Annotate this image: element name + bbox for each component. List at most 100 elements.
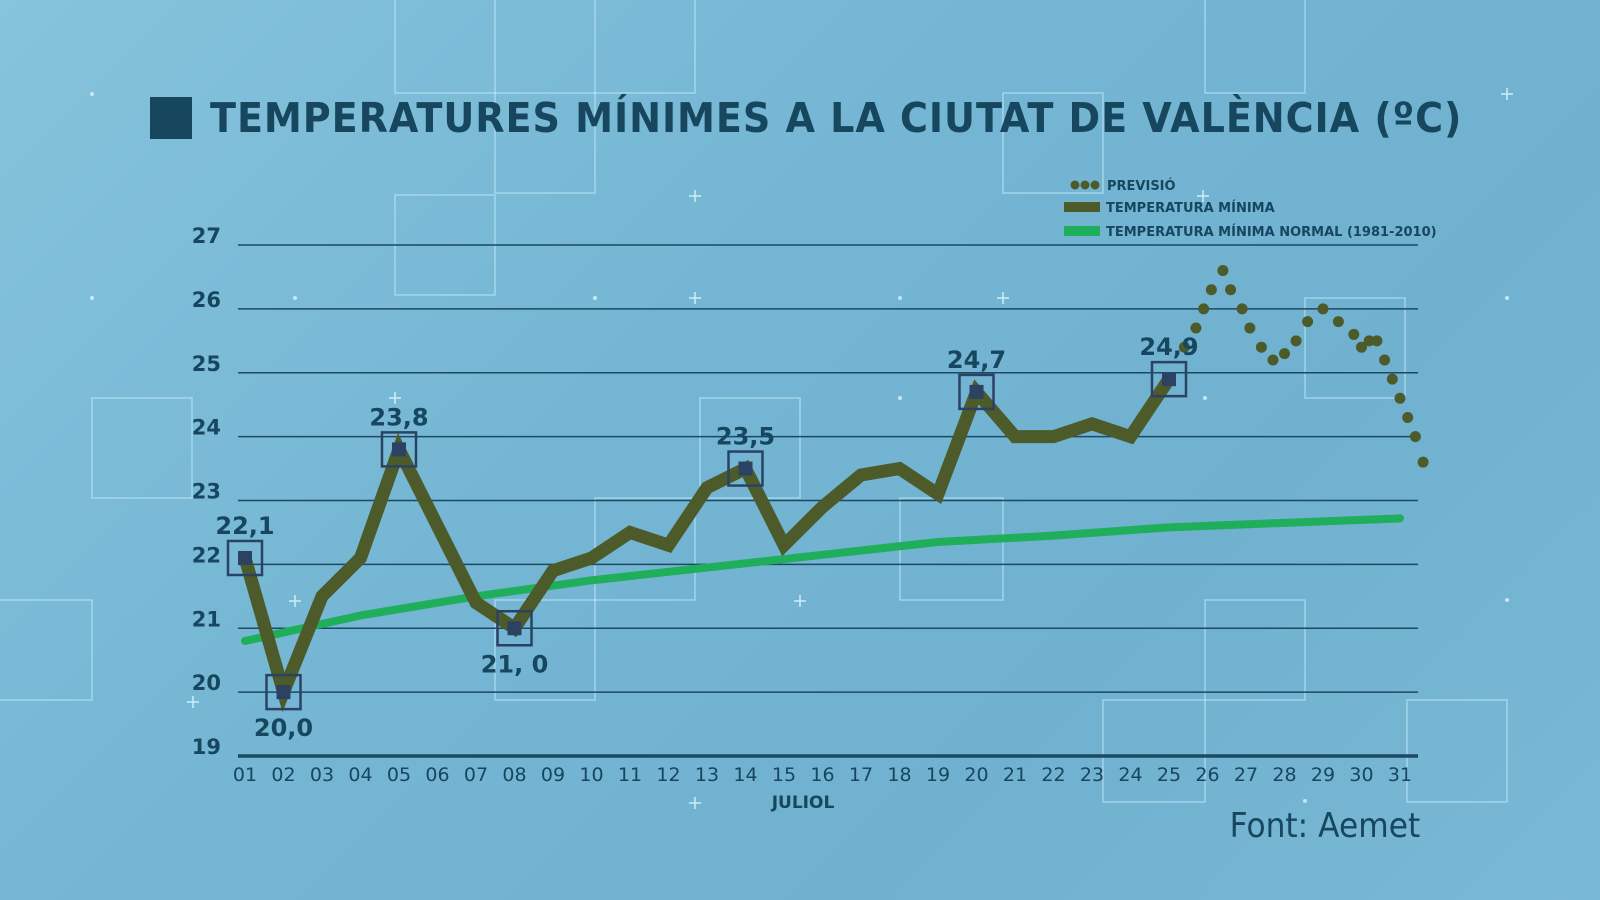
x-tick-label: 18 [887,764,911,786]
x-tick-label: 28 [1272,764,1296,786]
legend-label-min-temp: TEMPERATURA MÍNIMA [1106,200,1275,216]
x-axis: 01 02 03 04 05 06 07 08 09 10 11 12 13 14 15 16 17 18 19 20… [233,764,1412,786]
highlight-box [1150,360,1188,398]
series-normal-temp [241,514,1404,646]
x-tick-label: 11 [618,764,642,786]
x-tick-label: 13 [695,764,719,786]
x-tick-label: 20 [964,764,988,786]
legend-item-min-temp: TEMPERATURA MÍNIMA [1064,200,1275,216]
forecast-dot [1302,316,1314,328]
x-tick-label: 05 [387,764,411,786]
x-tick-label: 16 [810,764,834,786]
forecast-dot [1267,354,1279,366]
x-tick-label: 04 [348,764,372,786]
data-point-marker [1162,372,1176,387]
data-label: 23,5 [716,423,775,451]
forecast-dot [1356,341,1367,353]
source-credit: Font: Aemet [1229,806,1420,846]
data-label: 21, 0 [481,650,549,678]
data-point-marker [392,442,406,457]
highlight-box [226,539,264,577]
y-tick-label: 21 [192,607,221,631]
x-axis-title: JULIOL [771,793,835,813]
forecast-dot [1371,335,1383,347]
x-tick-label: 29 [1311,764,1335,786]
y-axis: 19 20 21 22 23 24 25 26 27 [192,224,221,759]
y-tick-label: 22 [192,543,221,567]
x-tick-label: 10 [579,764,603,786]
x-tick-label: 23 [1080,764,1104,786]
legend-item-normal: TEMPERATURA MÍNIMA NORMAL (1981-2010) [1064,224,1437,240]
x-tick-label: 06 [425,764,449,786]
forecast-dot [1225,284,1237,296]
x-tick-label: 02 [271,764,295,786]
gridlines [238,244,1418,758]
forecast-dot [1402,411,1414,423]
series-forecast [1178,265,1429,468]
forecast-dot [1236,303,1248,315]
x-tick-label: 08 [502,764,526,786]
normal-swatch-icon [1064,226,1100,236]
x-tick-label: 12 [656,764,680,786]
x-tick-label: 27 [1234,764,1258,786]
y-tick-label: 24 [192,416,221,440]
data-point-marker [969,384,984,399]
y-tick-label: 27 [192,224,221,248]
x-tick-label: 19 [926,764,950,786]
highlight-box [265,673,302,711]
x-tick-label: 21 [1003,764,1027,786]
forecast-dot [1332,316,1344,328]
chart-title: TEMPERATURES MÍNIMES A LA CIUTAT DE VALÈ… [150,94,1557,142]
forecast-dots-icon [1070,180,1100,190]
forecast-dot [1409,431,1421,443]
x-tick-label: 03 [310,764,334,786]
x-tick-label: 07 [464,764,488,786]
forecast-dot [1417,456,1429,468]
x-tick-label: 30 [1349,764,1373,786]
forecast-dot [1363,335,1375,347]
forecast-dot [1394,392,1406,404]
forecast-dot [1217,265,1229,277]
forecast-dot [1279,348,1290,360]
legend-label-normal: TEMPERATURA MÍNIMA NORMAL (1981-2010) [1106,224,1437,240]
x-tick-label: 09 [541,764,565,786]
data-point-marker [738,461,753,476]
data-label: 24,9 [1139,333,1198,361]
data-point-marker [276,685,291,700]
highlight-box [958,373,995,411]
forecast-dot [1178,341,1190,353]
y-tick-label: 26 [192,288,221,312]
y-tick-label: 23 [192,480,221,504]
data-annotations: 22,1 20,0 23,8 21, 0 23,5 24,7 24,9 [215,333,1198,742]
highlight-box [727,450,764,487]
title-square-icon [150,97,192,139]
data-label: 20,0 [254,714,313,742]
data-point-marker [507,621,522,636]
highlight-box [496,610,533,647]
x-tick-label: 24 [1118,764,1142,786]
data-point-marker [238,550,252,565]
x-tick-label: 31 [1388,764,1412,786]
min-temp-swatch-icon [1064,202,1100,212]
x-tick-label: 17 [849,764,873,786]
forecast-dot [1244,322,1256,334]
y-tick-label: 25 [192,352,221,376]
forecast-dot [1379,354,1391,366]
legend: PREVISIÓ TEMPERATURA MÍNIMA TEMPERATURA … [1064,178,1437,240]
forecast-dot [1198,303,1210,315]
x-tick-label: 15 [772,764,796,786]
forecast-dot [1290,335,1302,347]
x-tick-label: 01 [233,764,257,786]
data-label: 22,1 [215,512,274,540]
forecast-dot [1190,322,1202,334]
x-tick-label: 26 [1195,764,1219,786]
legend-label-forecast: PREVISIÓ [1107,178,1176,194]
data-label: 23,8 [369,403,428,431]
title-text: TEMPERATURES MÍNIMES A LA CIUTAT DE VALÈ… [210,94,1463,142]
data-label: 24,7 [947,346,1006,374]
y-tick-label: 20 [192,671,221,695]
forecast-dot [1317,303,1329,315]
forecast-dot [1386,373,1398,385]
x-tick-label: 25 [1157,764,1181,786]
